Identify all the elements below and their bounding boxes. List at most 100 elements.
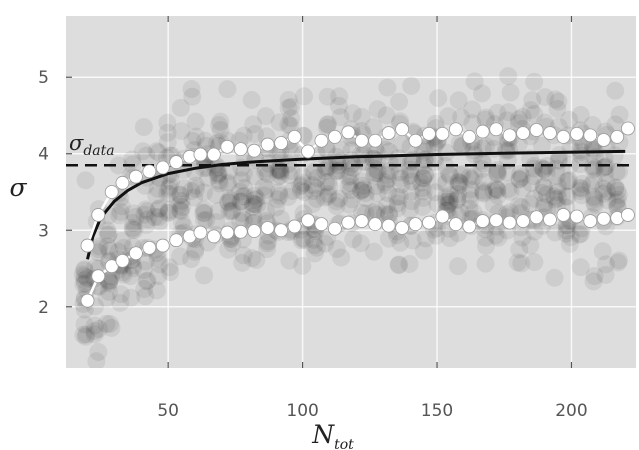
cloud-point: [85, 368, 103, 386]
cloud-point: [525, 167, 544, 186]
cloud-point: [501, 83, 520, 102]
cloud-point: [522, 174, 541, 193]
cloud-point: [270, 186, 289, 205]
cloud-point: [279, 98, 298, 117]
cloud-point: [414, 241, 433, 260]
cloud-point: [112, 197, 131, 216]
cloud-point: [438, 196, 457, 215]
cloud-point: [449, 91, 468, 110]
cloud-point: [400, 200, 419, 219]
cloud-point: [256, 107, 275, 126]
cloud-point: [499, 180, 518, 199]
data-point: [462, 130, 477, 144]
cloud-point: [233, 187, 252, 206]
cloud-point: [256, 163, 275, 182]
y-tick-label: 4: [38, 145, 49, 165]
cloud-point: [586, 195, 605, 214]
cloud-point: [172, 122, 191, 141]
cloud-point: [525, 253, 544, 272]
cloud-point: [124, 204, 143, 223]
cloud-point: [352, 181, 371, 200]
cloud-point: [208, 166, 227, 185]
cloud-point: [74, 275, 93, 294]
cloud-point: [387, 154, 406, 173]
cloud-point: [375, 205, 394, 224]
cloud-point: [243, 197, 262, 216]
data-point: [502, 128, 517, 143]
cloud-point: [211, 112, 230, 131]
cloud-point: [545, 268, 564, 287]
data-point: [395, 221, 409, 235]
cloud-point: [436, 188, 455, 207]
data-point: [516, 214, 530, 228]
cloud-point: [98, 226, 117, 245]
cloud-point: [550, 146, 569, 165]
cloud-point: [344, 230, 363, 249]
cloud-point: [158, 123, 177, 142]
data-point: [301, 144, 315, 159]
cloud-point: [510, 170, 529, 189]
cloud-point: [271, 209, 290, 228]
cloud-point: [571, 105, 590, 124]
cloud-point: [307, 179, 326, 198]
cloud-point: [232, 204, 251, 223]
data-point: [462, 219, 477, 234]
cloud-point: [327, 162, 346, 181]
cloud-point: [352, 172, 371, 191]
cloud-point: [537, 185, 556, 204]
cloud-point: [280, 166, 299, 185]
cloud-point: [610, 162, 629, 181]
cloud-point: [391, 169, 410, 188]
cloud-point: [427, 226, 446, 245]
cloud-point: [219, 240, 238, 259]
cloud-point: [304, 230, 323, 249]
cloud-point: [113, 231, 132, 250]
cloud-point: [594, 158, 613, 177]
cloud-point: [391, 233, 410, 252]
cloud-point: [85, 322, 104, 341]
cloud-point: [437, 192, 456, 211]
cloud-point: [416, 165, 435, 184]
data-point: [381, 218, 396, 233]
cloud-point: [356, 184, 375, 203]
cloud-point: [135, 205, 154, 224]
cloud-point: [343, 104, 362, 123]
cloud-point: [147, 142, 166, 161]
cloud-point: [474, 183, 493, 202]
data-point: [422, 215, 436, 230]
cloud-point: [160, 203, 179, 222]
cloud-point: [403, 172, 422, 191]
cloud-point: [271, 166, 290, 185]
cloud-point: [97, 289, 116, 308]
cloud-point: [525, 189, 544, 208]
x-tick-label: 50: [157, 401, 179, 421]
cloud-point: [254, 177, 273, 196]
cloud-point: [187, 127, 206, 146]
data-point: [206, 147, 221, 162]
cloud-point: [318, 87, 337, 106]
cloud-point: [354, 180, 373, 199]
cloud-point: [449, 173, 468, 192]
data-point: [341, 215, 356, 230]
cloud-point: [513, 228, 532, 247]
cloud-point: [585, 171, 604, 190]
data-point: [381, 126, 396, 140]
data-point: [516, 126, 530, 140]
cloud-point: [365, 166, 384, 185]
cloud-point: [235, 178, 254, 197]
cloud-point: [327, 240, 346, 259]
cloud-point: [476, 137, 495, 156]
data-point: [435, 126, 450, 141]
cloud-point: [138, 210, 157, 229]
cloud-point: [149, 143, 168, 162]
cloud-point: [316, 234, 335, 253]
data-point: [569, 209, 584, 224]
cloud-point: [242, 90, 261, 109]
cloud-point: [390, 92, 409, 111]
cloud-point: [206, 185, 225, 204]
data-point: [115, 175, 130, 190]
cloud-point: [439, 107, 458, 126]
data-point: [115, 253, 130, 268]
cloud-point: [451, 174, 470, 193]
cloud-point: [474, 154, 493, 173]
